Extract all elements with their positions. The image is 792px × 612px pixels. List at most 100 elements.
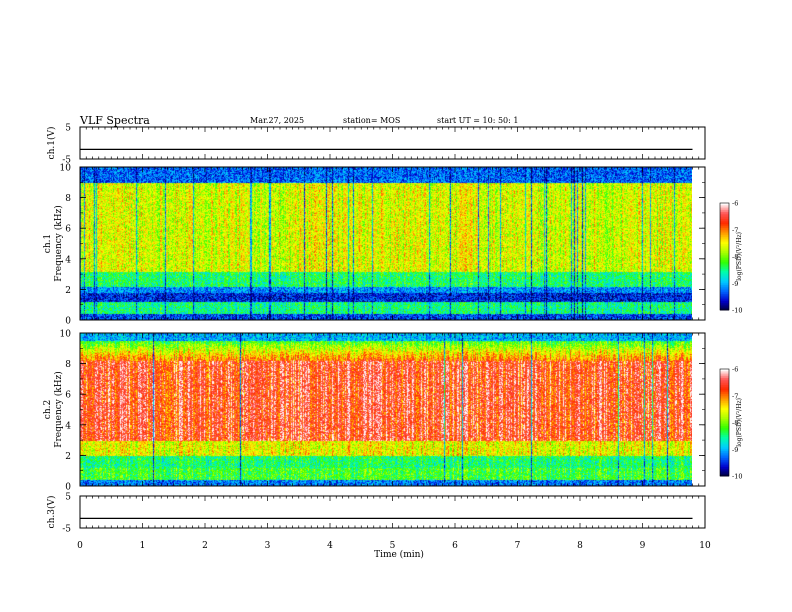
colorbar-segment [720,449,729,452]
colorbar-segment [720,240,729,243]
x-axis-label: Time (min) [374,549,424,560]
y-tick-label: 0 [65,317,71,327]
colorbar-segment [720,286,729,290]
colorbar-segment [720,433,729,436]
colorbar-frame [719,202,730,311]
colorbar-tick-label: -7 [732,226,738,234]
colorbar-segment [720,236,729,240]
y-tick-label: 10 [60,330,72,340]
colorbar-segment [720,276,729,279]
colorbar-segment [720,208,729,211]
colorbar-segment [720,293,729,297]
colorbar-segment [720,424,729,427]
y-tick-label: 2 [65,452,71,462]
colorbar-segment [720,381,729,384]
colorbar-tick-label: -10 [732,473,742,481]
y-tick-label: 0 [65,483,71,493]
colorbar-segment [720,385,729,388]
x-tick-label: 0 [77,541,83,551]
colorbar-segment [720,418,729,422]
colorbar-segment [720,467,729,470]
colorbar-segment [720,406,729,409]
colorbar-segment [720,299,729,302]
colorbar-segment [720,431,729,434]
ch2-colorbar: -6 -7 -8 -9 -10 log(PSD)(V²/Hz) [719,366,743,481]
colorbar-segment [720,395,729,399]
colorbar-segment [720,224,729,227]
colorbar-segment [720,369,729,372]
colorbar-segment [720,308,729,311]
colorbar-tick-label: -9 [732,446,738,454]
colorbar-segment [720,379,729,382]
colorbar-segment [720,285,729,288]
colorbar-segment [720,256,729,259]
colorbar-segment [720,279,729,282]
y-axis-label: Frequency (kHz) [53,205,64,282]
colorbar-segment [720,268,729,272]
colorbar-segment [720,272,729,275]
colorbar-segment [720,408,729,411]
colorbar-segment [720,235,729,238]
colorbar-segment [720,443,729,447]
colorbar-segment [720,233,729,236]
colorbar-segment [720,392,729,395]
ch3-waveform-panel: 5 -5 ch.3(V) [46,493,706,535]
colorbar-segment [720,422,729,425]
y-tick-label: 4 [65,421,71,431]
colorbar-segment [720,445,729,448]
ch1-colorbar: -6 -7 -8 -9 -10 log(PSD)(V²/Hz) [719,200,743,315]
colorbar-segment [720,436,729,440]
colorbar-segment [720,383,729,386]
colorbar-segment [720,297,729,300]
colorbar-segment [720,429,729,432]
colorbar-tick-label: -6 [732,200,738,208]
colorbar-tick-label: -7 [732,392,738,400]
colorbar-segment [720,277,729,281]
x-tick-labels: 0 1 2 3 4 5 6 7 8 9 10 [77,541,711,551]
y-tick-label: 4 [65,255,71,265]
colorbar-segment [720,468,729,472]
channel-label: ch.1 [43,234,53,253]
ch1-waveform-panel: 5 -5 ch.1(V) [46,124,706,166]
colorbar-segment [720,261,729,265]
colorbar-segment [720,206,729,209]
colorbar-frame [719,368,730,477]
colorbar-segment [720,258,729,261]
colorbar-segment [720,458,729,461]
colorbar-segment [720,470,729,473]
y-tick-label: -5 [62,156,71,166]
colorbar-segment [720,393,729,397]
colorbar-segment [720,302,729,306]
colorbar-segment [720,245,729,249]
colorbar-segment [720,402,729,406]
x-tick-label: 3 [265,541,271,551]
colorbar-segment [720,474,729,477]
colorbar-segment [720,215,729,218]
colorbar-segment [720,263,729,266]
colorbar-segment [720,229,729,233]
colorbar-tick-label: -10 [732,307,742,315]
ch2-spectrogram-image [80,333,692,486]
colorbar-segment [720,203,729,206]
colorbar-segment [720,213,729,216]
x-tick-label: 10 [699,541,711,551]
date-label: Mar.27, 2025 [250,116,304,125]
colorbar-segment [720,452,729,456]
colorbar-segment [720,472,729,475]
colorbar-tick-label: -8 [732,419,738,427]
colorbar-segment [720,386,729,390]
colorbar-segment [720,447,729,450]
colorbar-segment [720,417,729,420]
y-axis-label: Frequency (kHz) [53,371,64,448]
x-tick-label: 4 [327,541,333,551]
y-tick-label: 10 [60,164,72,174]
colorbar-segment [720,292,729,295]
colorbar-segment [720,401,729,404]
colorbar-segment [720,283,729,286]
colorbar-segment [720,226,729,229]
colorbar-segment [720,251,729,254]
colorbar-segment [720,301,729,304]
colorbar-segment [720,290,729,293]
colorbar-label: log(PSD)(V²/Hz) [736,398,743,447]
